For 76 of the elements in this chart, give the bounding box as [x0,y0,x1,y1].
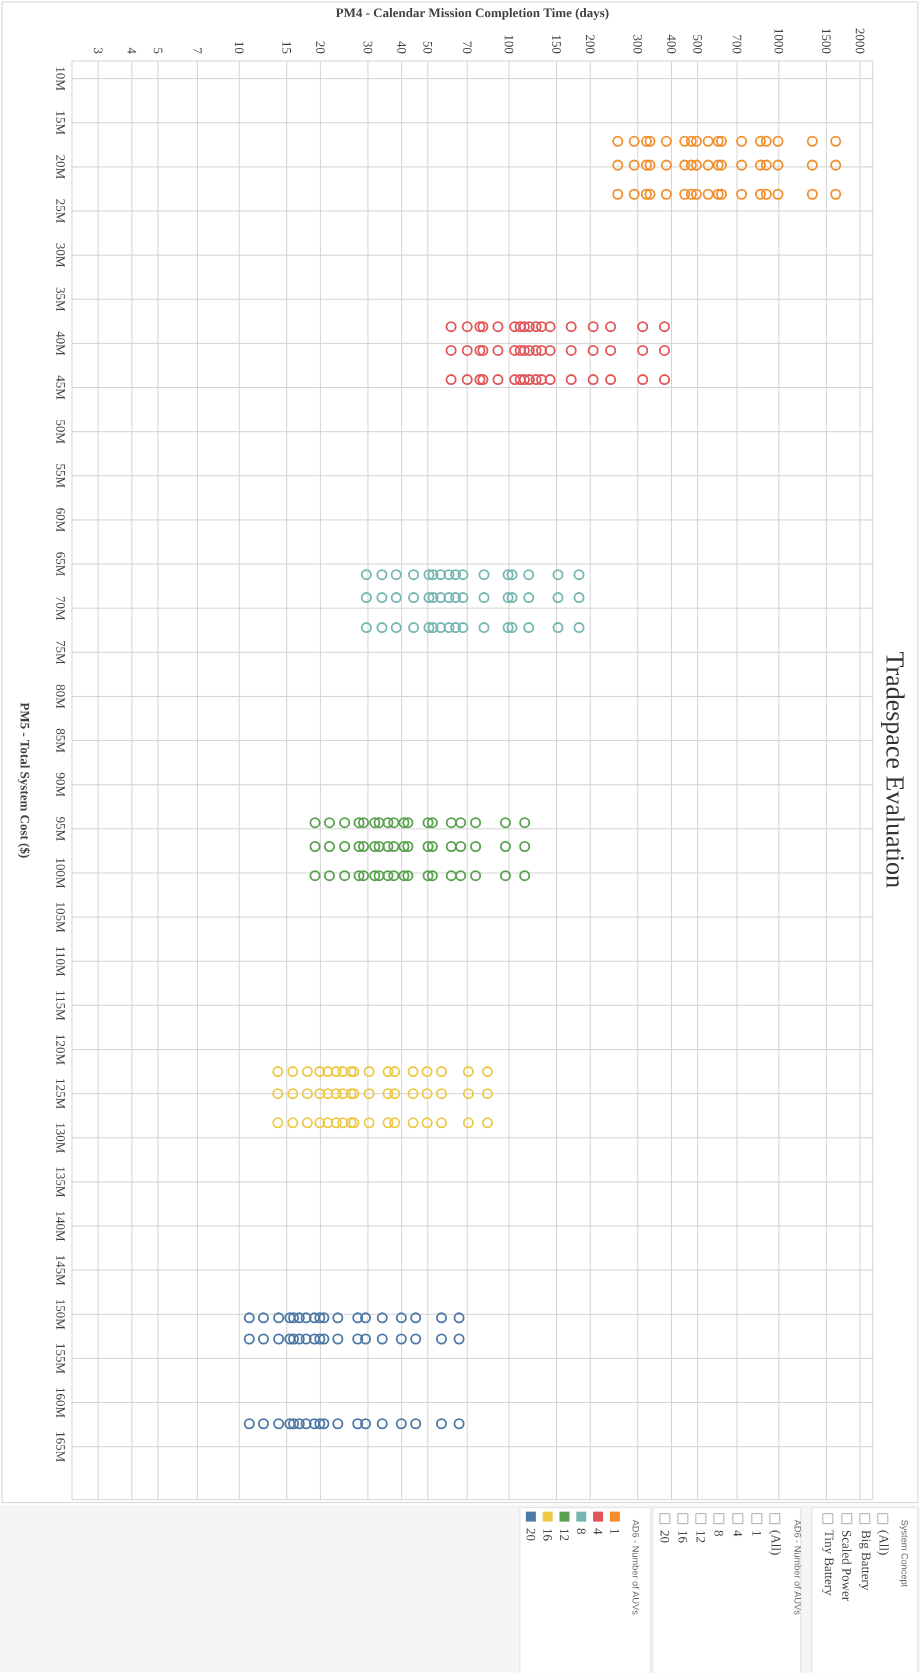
text: (All) [769,1530,781,1555]
x-tick-label: 2000 [855,28,865,54]
y-tick-label: 65M [56,552,66,576]
x-tick-label: 15 [282,42,292,54]
x-tick-label: 70 [462,41,472,54]
x-tick-label: 3 [93,48,103,54]
y-tick-label: 45M [56,375,65,400]
y-tick-label: 155M [56,1344,66,1374]
x-tick-label: 300 [633,35,643,54]
text: 4 [733,1530,743,1537]
y-tick-label: 60M [56,508,66,532]
y-tick-label: 75M [56,640,66,665]
x-tick-label: 150 [552,35,561,54]
text: AD6 - Number of AUVs [794,1519,802,1615]
x-tick-label: 700 [732,35,742,54]
y-tick-label: 25M [56,199,66,223]
text: System Concept [899,1520,909,1588]
legend-label: 16 [543,1529,553,1541]
legend-title: AD6 - Number of AUVs [632,1519,640,1615]
text: 20 [660,1530,670,1543]
text: 16 [678,1531,688,1543]
y-tick-label: 55M [56,464,66,488]
y-tick-label: 140M [56,1211,66,1242]
x-tick-label: 500 [693,35,703,54]
x-tick-label: 7 [193,48,202,54]
legend-label: 20 [526,1528,536,1541]
x-tick-label: 200 [585,34,595,54]
y-tick-label: 150M [56,1299,66,1330]
text: 8 [714,1530,724,1537]
text: Scaled Power [842,1530,852,1602]
y-tick-label: 85M [56,728,66,753]
y-tick-label: 15M [56,111,66,135]
y-tick-label: 20M [56,155,66,179]
x-tick-label: 100 [504,35,514,54]
x-tick-label: 400 [667,34,676,54]
x-tick-label: 20 [316,41,325,54]
y-tick-label: 160M [56,1388,66,1418]
x-tick-label: 30 [363,41,373,54]
y-tick-label: 80M [56,684,66,709]
y-tick-label: 70M [56,596,66,621]
x-axis-title: PM4 - Calendar Mission Completion Time (days) [336,8,609,20]
x-tick-label: 1500 [822,29,831,54]
legend-label: 12 [560,1529,569,1541]
y-tick-label: 105M [56,902,66,933]
y-tick-label: 120M [56,1035,66,1065]
text: Big Battery [859,1530,871,1591]
x-tick-label: 50 [423,41,433,54]
text: 1 [752,1531,762,1536]
y-tick-label: 50M [56,420,66,444]
legend-label: 8 [577,1528,586,1535]
x-tick-label: 10 [234,42,244,54]
legend-label: 4 [593,1528,603,1535]
x-tick-label: 5 [153,48,163,54]
y-tick-label: 100M [56,858,66,889]
text: Tiny Battery [822,1530,834,1596]
text: (All) [877,1530,889,1555]
x-tick-label: 4 [127,47,137,54]
y-tick-label: 40M [56,331,66,356]
y-tick-label: 165M [56,1432,66,1462]
x-tick-label: 40 [397,41,407,54]
text: Tradespace Evaluation [881,652,905,888]
y-tick-label: 125M [56,1079,66,1109]
y-tick-label: 90M [56,772,66,797]
y-tick-label: 115M [56,991,66,1021]
legend-label: 1 [610,1529,620,1534]
text: 12 [696,1531,706,1543]
x-tick-label: 1000 [774,29,784,54]
y-tick-label: 30M [56,243,66,268]
y-axis-title: PM5 - Total System Cost ($) [17,702,31,858]
y-tick-label: 130M [56,1123,66,1153]
y-tick-label: 110M [56,947,66,977]
y-tick-label: 145M [56,1255,66,1286]
y-tick-label: 95M [56,816,66,841]
y-tick-label: 10M [56,67,66,91]
y-tick-label: 35M [56,287,66,312]
y-tick-label: 135M [56,1167,66,1198]
